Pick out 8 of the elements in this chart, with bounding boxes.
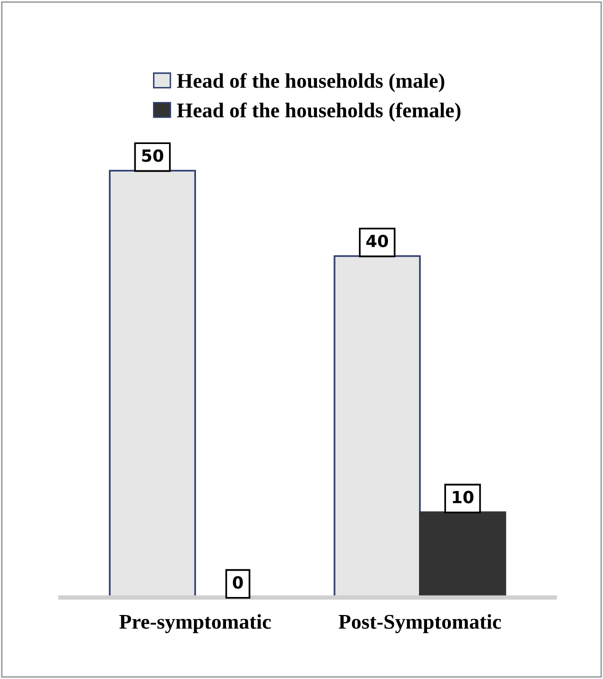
legend-label: Head of the households (male) [176, 73, 444, 92]
x-tick-label: Post-Symptomatic [338, 614, 501, 634]
x-tick-label: Pre-symptomatic [119, 614, 271, 634]
data-label: 0 [232, 576, 243, 589]
legend-label: Head of the households (female) [176, 102, 460, 122]
data-label: 40 [366, 234, 388, 248]
data-label: 50 [142, 149, 164, 162]
data-label: 10 [452, 490, 474, 504]
